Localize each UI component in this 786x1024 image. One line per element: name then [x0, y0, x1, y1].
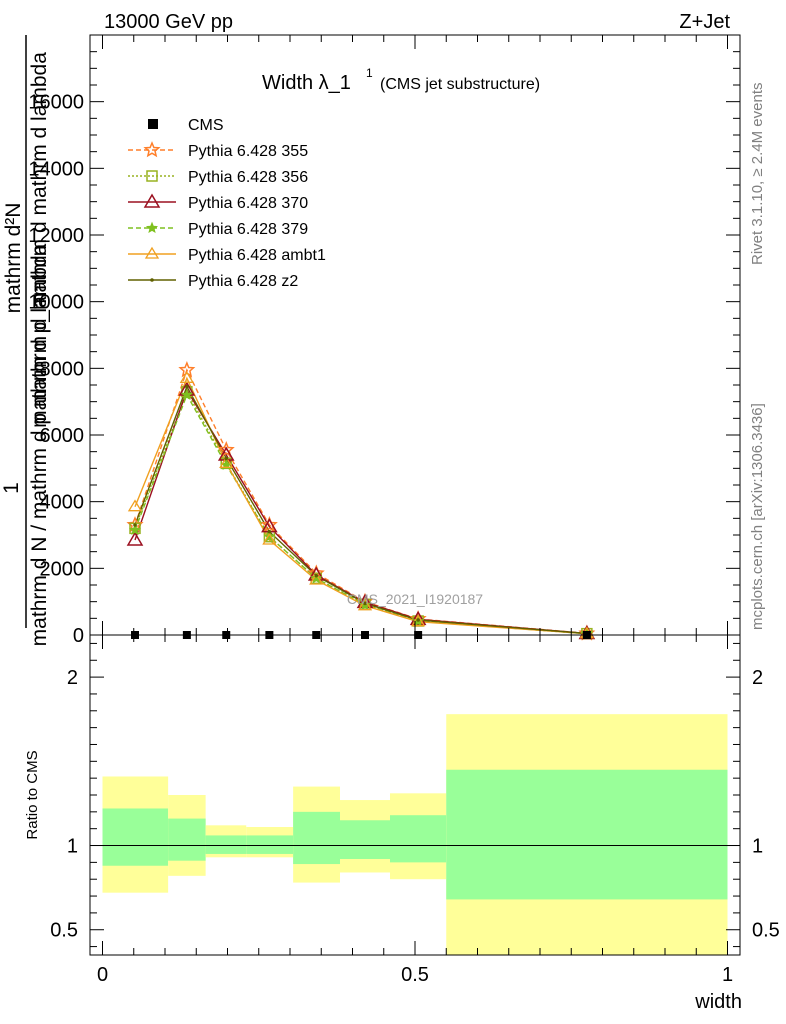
legend-marker: [144, 246, 160, 259]
legend: CMS Pythia 6.428 355 Pythia 6.428 356 Pythi…: [128, 117, 326, 290]
series-point-ambt1: [219, 456, 234, 468]
legend-marker: [146, 170, 158, 182]
series-point-z2: [363, 601, 367, 606]
legend-label: Pythia 6.428 355: [188, 143, 308, 160]
title-superscript: 1: [366, 66, 373, 80]
series-point-z2: [267, 529, 272, 534]
ratio-frame: [89, 634, 741, 956]
legend-marker: [145, 221, 159, 234]
series-point-ambt1: [410, 614, 426, 627]
series-point-z2: [314, 573, 319, 578]
legend-marker: [150, 278, 154, 282]
main-ytick-label: 0: [73, 625, 84, 647]
legend-entry: Pythia 6.428 379: [128, 221, 308, 238]
main-ytick-label: 14000: [28, 158, 84, 180]
main-ytick-label: 2000: [40, 558, 85, 580]
legend-entry: Pythia 6.428 356: [128, 169, 308, 186]
legend-label: Pythia 6.428 370: [188, 195, 308, 212]
ratio-ytick-label-right: 0.5: [752, 920, 780, 942]
series-point-p355: [260, 516, 278, 533]
series-point-ambt1: [262, 532, 277, 545]
main-ytick-label: 12000: [28, 225, 84, 247]
legend-marker: [143, 141, 161, 158]
ratio-axis-ticks: 0.5 0.5 1 1 2 2 0 0.5 1: [50, 635, 780, 986]
series-point-p370: [409, 610, 427, 626]
ylabel-numerator: mathrm d²N: [2, 203, 25, 314]
legend-entry: Pythia 6.428 ambt1: [128, 246, 326, 264]
series-line-ambt1: [134, 376, 587, 635]
ratio-ytick-label: 0.5: [50, 920, 78, 942]
ratio-plot: 0.5 0.5 1 1 2 2 0 0.5 1 Ratio to CMS width: [24, 634, 780, 1013]
legend-entry: CMS: [148, 117, 224, 134]
ratio-xtick-label: 0.5: [401, 964, 429, 986]
series-point-ambt1: [309, 572, 324, 585]
series-point-p370: [126, 531, 144, 546]
ylabel-denominator: mathrm d p_mathrm d mathrm d lambda: [28, 52, 51, 428]
series-point-p379: [128, 523, 142, 536]
main-ytick-label: 16000: [28, 92, 84, 114]
ratio-ytick-label: 1: [67, 836, 78, 858]
legend-cms-marker: [148, 119, 158, 129]
legend-entry: Pythia 6.428 370: [128, 193, 308, 212]
ratio-y-axis-label: Ratio to CMS: [24, 750, 41, 839]
legend-label: Pythia 6.428 379: [188, 221, 308, 238]
header-right: Z+Jet: [679, 11, 730, 33]
series-point-z2: [185, 384, 189, 389]
series-lines: [134, 368, 587, 635]
watermark-text: CMS_2021_I1920187: [347, 591, 483, 607]
x-axis-label: width: [694, 991, 742, 1013]
ratio-ytick-label-right: 2: [752, 667, 763, 689]
ratio-ytick-label: 2: [67, 667, 78, 689]
series-point-ambt1: [127, 499, 143, 512]
series-point-z2: [416, 618, 420, 622]
mcplots-url-text: mcplots.cern.ch [arXiv:1306.3436]: [749, 403, 766, 630]
ratio-xtick-label: 1: [722, 964, 733, 986]
header-left: 13000 GeV pp: [104, 11, 233, 33]
ratio-band-inner: [246, 835, 294, 854]
main-ytick-label: 4000: [40, 492, 85, 514]
ratio-ytick-label-right: 1: [752, 836, 763, 858]
main-axis-ticks: 0 2000 4000 6000 8000 10000 12000 14000 16000: [28, 35, 740, 647]
ratio-band-inner: [390, 815, 447, 863]
ratio-band-inner: [168, 818, 206, 861]
series-line-p355: [134, 368, 587, 634]
legend-marker: [143, 193, 161, 208]
legend-entry: Pythia 6.428 z2: [128, 273, 298, 290]
series-point-p379: [180, 388, 193, 401]
series-point-z2: [133, 523, 137, 527]
legend-label: Pythia 6.428 356: [188, 169, 308, 186]
title-subtext: (CMS jet substructure): [380, 76, 540, 93]
main-plot: 0 2000 4000 6000 8000 10000 12000 14000 16000 CM…: [28, 34, 741, 647]
rivet-version-text: Rivet 3.1.10, ≥ 2.4M events: [749, 83, 766, 266]
plot-title: Width λ_1 1 (CMS jet substructure): [262, 66, 540, 94]
ratio-band-inner: [102, 808, 169, 866]
series-point-ambt1: [357, 598, 373, 611]
series-point-p379: [310, 572, 323, 584]
ylabel-one: 1: [0, 482, 23, 494]
ratio-band-inner: [340, 820, 390, 859]
ratio-band-inner: [293, 811, 340, 865]
series-line-p370: [134, 388, 587, 635]
ylabel-lower: mathrm d N / mathrm d p mathrm d lambda: [28, 243, 51, 646]
legend-label: Pythia 6.428 z2: [188, 273, 298, 290]
title-main: Width λ_1: [262, 72, 351, 94]
main-ytick-label: 10000: [28, 292, 84, 314]
series-point-z2: [224, 456, 229, 461]
legend-entry: Pythia 6.428 355: [128, 141, 308, 160]
legend-label: CMS: [188, 117, 224, 134]
ratio-band-inner: [446, 769, 728, 900]
main-y-axis-label: mathrm d²N mathrm d p_mathrm d mathrm d …: [0, 35, 51, 646]
main-ytick-label: 8000: [40, 358, 85, 380]
ratio-uncertainty-bands: [102, 714, 728, 955]
main-ytick-label: 6000: [40, 425, 85, 447]
series-point-ambt1: [179, 371, 195, 383]
series-line-z2: [134, 385, 587, 635]
legend-label: Pythia 6.428 ambt1: [188, 247, 326, 264]
ratio-xtick-label: 0: [97, 964, 108, 986]
ratio-band-inner: [205, 835, 247, 854]
series-point-p355: [217, 441, 235, 458]
